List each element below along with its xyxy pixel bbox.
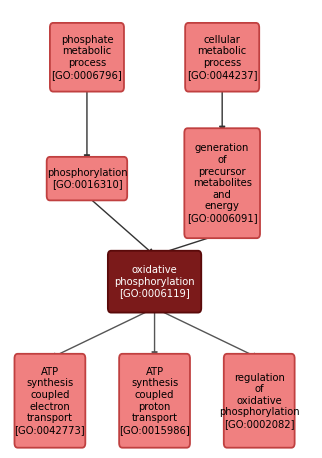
FancyBboxPatch shape <box>50 23 124 92</box>
FancyBboxPatch shape <box>185 23 259 92</box>
FancyBboxPatch shape <box>47 157 127 201</box>
Text: ATP
synthesis
coupled
proton
transport
[GO:0015986]: ATP synthesis coupled proton transport [… <box>119 367 190 435</box>
Text: ATP
synthesis
coupled
electron
transport
[GO:0042773]: ATP synthesis coupled electron transport… <box>14 367 85 435</box>
Text: phosphate
metabolic
process
[GO:0006796]: phosphate metabolic process [GO:0006796] <box>52 35 122 80</box>
Text: oxidative
phosphorylation
[GO:0006119]: oxidative phosphorylation [GO:0006119] <box>114 265 195 298</box>
FancyBboxPatch shape <box>224 354 295 448</box>
Text: cellular
metabolic
process
[GO:0044237]: cellular metabolic process [GO:0044237] <box>187 35 257 80</box>
Text: generation
of
precursor
metabolites
and
energy
[GO:0006091]: generation of precursor metabolites and … <box>187 143 258 223</box>
FancyBboxPatch shape <box>119 354 190 448</box>
FancyBboxPatch shape <box>14 354 85 448</box>
Text: regulation
of
oxidative
phosphorylation
[GO:0002082]: regulation of oxidative phosphorylation … <box>219 372 299 429</box>
FancyBboxPatch shape <box>108 251 201 313</box>
FancyBboxPatch shape <box>184 128 260 238</box>
Text: phosphorylation
[GO:0016310]: phosphorylation [GO:0016310] <box>47 168 127 190</box>
